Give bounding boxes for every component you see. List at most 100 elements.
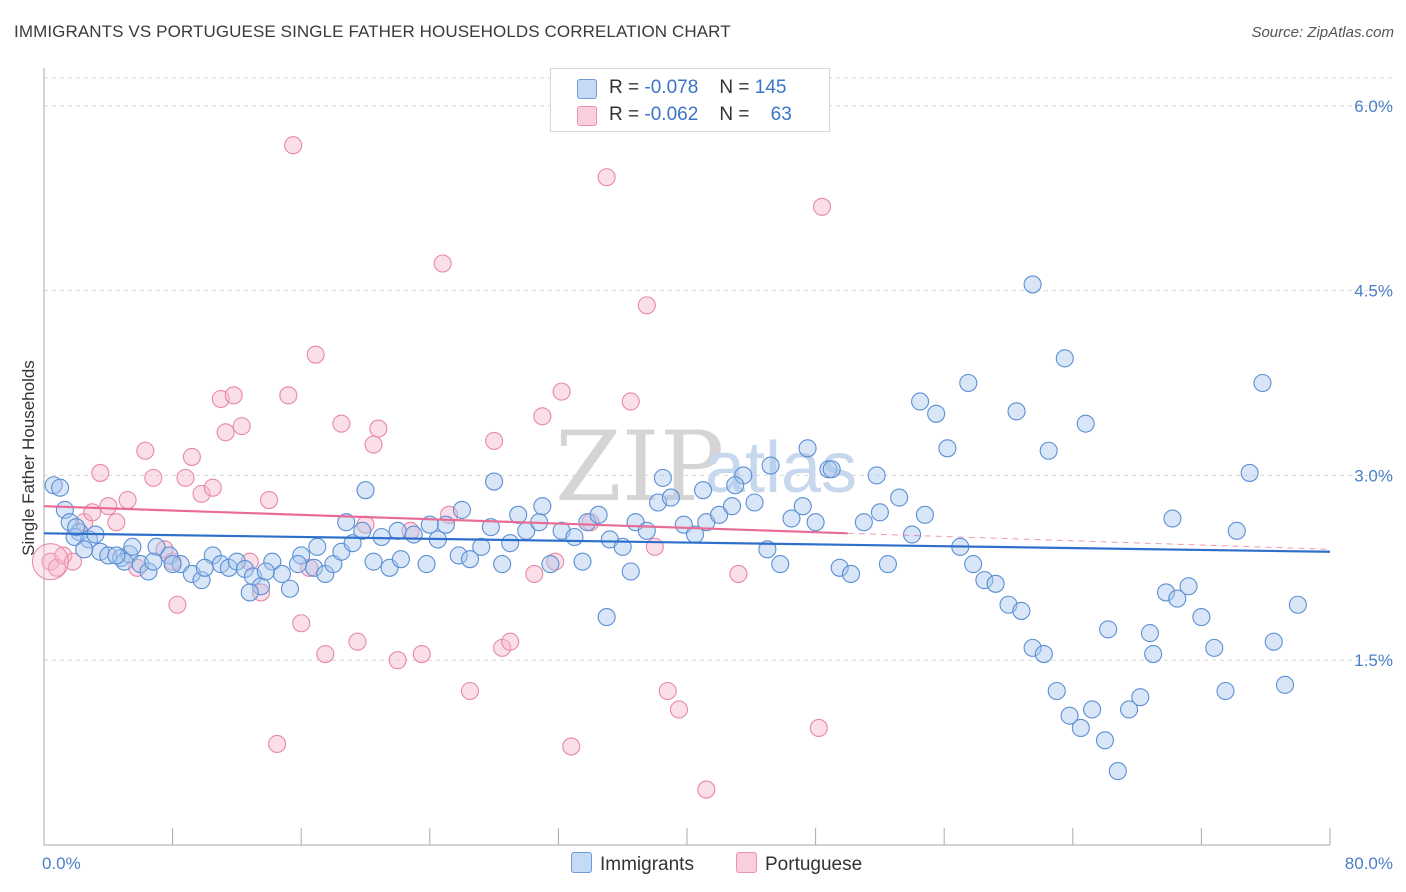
immigrants-point bbox=[452, 500, 472, 519]
legend-row-portuguese: R = -0.062 N = 63 bbox=[551, 101, 829, 129]
portuguese-point bbox=[232, 417, 251, 436]
immigrants-point bbox=[509, 505, 528, 524]
immigrants-point bbox=[854, 513, 873, 532]
immigrants-point bbox=[1071, 718, 1090, 738]
immigrants-point bbox=[798, 439, 817, 458]
immigrants-point bbox=[806, 513, 825, 532]
n-label: N = bbox=[719, 77, 750, 98]
y-axis-label: Single Father Households bbox=[19, 360, 38, 556]
immigrants-point bbox=[1039, 441, 1058, 460]
immigrants-point bbox=[337, 513, 356, 532]
immigrants-point bbox=[911, 392, 930, 411]
immigrants-point bbox=[1205, 638, 1224, 657]
portuguese-point bbox=[118, 490, 137, 510]
immigrants-point bbox=[1264, 632, 1283, 651]
portuguese-point bbox=[279, 386, 298, 405]
immigrants-point bbox=[1240, 463, 1259, 482]
immigrants-point bbox=[722, 497, 742, 516]
portuguese-point bbox=[107, 513, 126, 532]
immigrants-point bbox=[975, 571, 994, 590]
immigrants-point bbox=[597, 608, 616, 627]
portuguese-point bbox=[697, 780, 716, 799]
portuguese-point bbox=[348, 632, 367, 651]
immigrants-point bbox=[578, 513, 597, 532]
y-tick-label: 4.5% bbox=[1354, 282, 1393, 301]
immigrants-point bbox=[830, 558, 849, 577]
portuguese-trend-line bbox=[43, 505, 848, 535]
immigrants-point bbox=[123, 537, 142, 556]
immigrants-point bbox=[417, 555, 436, 574]
portuguese-point bbox=[546, 552, 565, 571]
immigrants-point bbox=[1095, 731, 1114, 750]
legend-text-portuguese: R = -0.062 N = 63 bbox=[609, 104, 792, 126]
r-label: R = bbox=[609, 104, 640, 125]
portuguese-point bbox=[54, 546, 73, 565]
immigrants-point bbox=[1099, 620, 1118, 639]
immigrants-point bbox=[694, 481, 713, 500]
y-tick-label: 1.5% bbox=[1354, 651, 1393, 670]
portuguese-point bbox=[525, 564, 544, 584]
portuguese-point bbox=[203, 478, 222, 497]
immigrants-point bbox=[1131, 688, 1150, 707]
portuguese-point bbox=[224, 386, 243, 405]
portuguese-legend-label: Portuguese bbox=[765, 854, 863, 875]
immigrants-point bbox=[1120, 700, 1139, 719]
immigrants-point bbox=[782, 509, 801, 528]
immigrants-point bbox=[915, 505, 934, 524]
immigrants-point bbox=[793, 497, 812, 516]
portuguese-point bbox=[168, 595, 187, 614]
immigrants-point bbox=[758, 540, 777, 559]
immigrants-point bbox=[902, 525, 922, 544]
x-tick-label: 0.0% bbox=[42, 854, 81, 873]
immigrants-point bbox=[986, 574, 1005, 593]
immigrants-point bbox=[481, 518, 500, 537]
trend-lines bbox=[43, 505, 1331, 553]
immigrants-point bbox=[139, 562, 158, 581]
portuguese-point bbox=[83, 503, 102, 522]
immigrants-point bbox=[263, 552, 282, 571]
immigrants-point bbox=[493, 555, 512, 574]
immigrants-point bbox=[256, 562, 275, 581]
immigrants-point bbox=[485, 472, 504, 491]
immigrants-point bbox=[573, 552, 592, 571]
immigrants-point bbox=[959, 373, 978, 393]
chart-title: IMMIGRANTS VS PORTUGUESE SINGLE FATHER H… bbox=[14, 22, 731, 41]
portuguese-point bbox=[729, 564, 748, 584]
r-value-immigrants: -0.078 bbox=[644, 77, 699, 98]
immigrants-point bbox=[1288, 595, 1307, 614]
immigrants-point bbox=[1140, 624, 1160, 643]
immigrants-point bbox=[661, 488, 680, 507]
y-tick-label: 6.0% bbox=[1354, 97, 1393, 116]
immigrants-point bbox=[867, 466, 886, 485]
immigrants-point bbox=[51, 478, 70, 497]
immigrants-point bbox=[621, 562, 640, 581]
immigrants-point bbox=[589, 505, 608, 524]
immigrants-point bbox=[1012, 601, 1031, 620]
immigrants-point bbox=[67, 518, 86, 537]
portuguese-point bbox=[562, 737, 581, 756]
portuguese-point bbox=[412, 644, 431, 664]
portuguese-point bbox=[597, 168, 616, 187]
immigrants-point bbox=[1047, 681, 1066, 701]
legend-text-immigrants: R = -0.078 N = 145 bbox=[609, 77, 786, 99]
portuguese-point bbox=[192, 484, 211, 503]
portuguese-point bbox=[268, 734, 287, 754]
immigrants-point bbox=[240, 583, 259, 602]
immigrants-point bbox=[1227, 521, 1246, 540]
immigrants-point bbox=[541, 555, 560, 574]
portuguese-point bbox=[812, 197, 832, 216]
portuguese-swatch bbox=[577, 106, 597, 126]
immigrants-point bbox=[1055, 349, 1074, 368]
immigrants-point bbox=[1060, 706, 1079, 725]
portuguese-trend-extension bbox=[847, 532, 1331, 550]
portuguese-point bbox=[259, 490, 279, 510]
immigrants-point bbox=[280, 579, 299, 598]
immigrants-point bbox=[745, 493, 764, 512]
portuguese-point bbox=[91, 463, 110, 482]
immigrants-point bbox=[1163, 509, 1182, 528]
n-value-portuguese: 63 bbox=[770, 104, 792, 125]
portuguese-point bbox=[99, 497, 118, 516]
immigrants-swatch bbox=[577, 79, 597, 99]
immigrants-point bbox=[308, 537, 327, 556]
immigrants-point bbox=[356, 481, 375, 500]
